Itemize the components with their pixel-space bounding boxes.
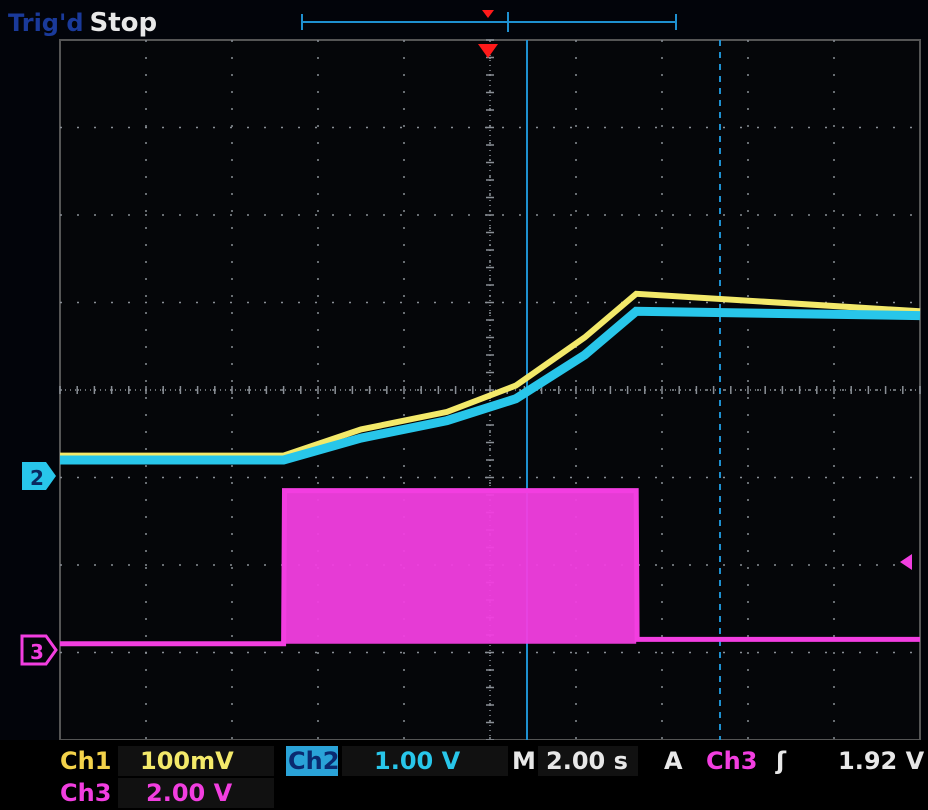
timebase-label[interactable]: M [512, 747, 536, 775]
trigger-slope-icon[interactable]: ʃ [776, 747, 786, 775]
ch2-marker-label: 2 [30, 466, 44, 490]
ch3-burst-region [283, 490, 637, 644]
ch3-scale: 2.00 V [146, 779, 233, 807]
ch3-label[interactable]: Ch3 [60, 779, 112, 807]
graticule-grid [59, 39, 921, 741]
timebase-trigger-marker-icon [482, 10, 494, 18]
acquisition-state: Trig'd Stop [8, 6, 157, 40]
ch2-ground-marker[interactable]: 2 [22, 462, 56, 490]
ch3-scale-box [118, 778, 274, 808]
ch3-trace [60, 488, 920, 647]
ch1-scale-box [118, 746, 274, 776]
trigger-level-marker-icon[interactable] [900, 554, 912, 570]
ch2-label-box [286, 746, 338, 776]
ch2-marker-shape-icon [22, 462, 56, 490]
ch3-ground-marker[interactable]: 3 [20, 634, 58, 666]
time-scale-box [538, 746, 638, 776]
ch2-label[interactable]: Ch2 [288, 747, 340, 775]
trigger-state-label: Trig'd [8, 9, 84, 37]
ch1-trace [60, 290, 921, 459]
ch1-label[interactable]: Ch1 [60, 747, 112, 775]
status-bar: Ch1 100mV Ch2 1.00 V M 2.00 s A Ch3 ʃ 1.… [0, 740, 928, 810]
ch2-scale-box [342, 746, 508, 776]
ch2-scale: 1.00 V [374, 747, 461, 775]
ch2-trace [60, 306, 921, 465]
ch3-marker-shape-icon [20, 634, 58, 666]
run-state-label[interactable]: Stop [89, 8, 158, 38]
trigger-mode[interactable]: A [664, 747, 683, 775]
timebase-scale: 2.00 s [546, 747, 628, 775]
trigger-source[interactable]: Ch3 [706, 747, 758, 775]
ch1-scale: 100mV [140, 747, 234, 775]
trigger-position-marker-icon[interactable] [478, 44, 498, 58]
trigger-level: 1.92 V [838, 747, 925, 775]
ch3-marker-label: 3 [30, 640, 44, 664]
